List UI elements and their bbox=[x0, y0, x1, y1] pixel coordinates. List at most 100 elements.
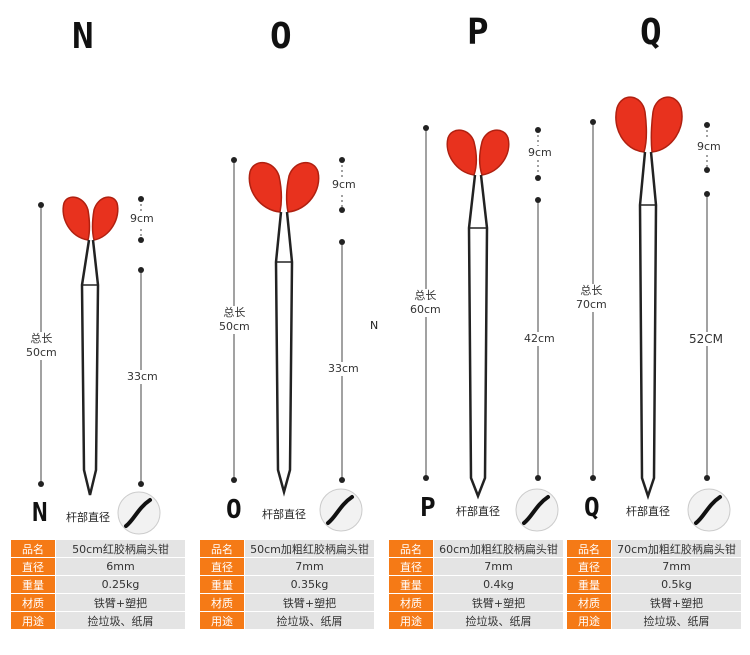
handle-length-n: 9cm bbox=[130, 212, 154, 226]
stray-letter: N bbox=[370, 319, 379, 332]
spec-value: 7mm bbox=[433, 557, 564, 576]
spec-key: 品名 bbox=[10, 539, 56, 558]
spec-key: 直径 bbox=[388, 557, 434, 576]
total-length-label-n: 总长 50cm bbox=[26, 332, 57, 360]
table-row: 用途 捡垃圾、纸屑 bbox=[388, 611, 564, 630]
spec-key: 材质 bbox=[566, 593, 612, 612]
table-row: 直径 7mm bbox=[388, 557, 564, 576]
spec-value: 捡垃圾、纸屑 bbox=[611, 611, 742, 630]
spec-key: 品名 bbox=[199, 539, 245, 558]
table-row: 品名 70cm加粗红胶柄扁头钳 bbox=[566, 539, 742, 558]
product-letter-q-bottom: Q bbox=[584, 493, 600, 523]
table-row: 品名 50cm红胶柄扁头钳 bbox=[10, 539, 186, 558]
rod-length-q: 52CM bbox=[689, 332, 724, 346]
spec-key: 材质 bbox=[10, 593, 56, 612]
spec-value: 7mm bbox=[244, 557, 375, 576]
handle-length-o: 9cm bbox=[332, 178, 356, 192]
table-row: 材质 铁臂+塑把 bbox=[388, 593, 564, 612]
spec-key: 重量 bbox=[199, 575, 245, 594]
spec-value: 铁臂+塑把 bbox=[433, 593, 564, 612]
table-row: 材质 铁臂+塑把 bbox=[10, 593, 186, 612]
rod-length-o: 33cm bbox=[328, 362, 359, 376]
total-label-q: 总长 bbox=[580, 284, 603, 297]
spec-value: 7mm bbox=[611, 557, 742, 576]
handle-length-q: 9cm bbox=[697, 140, 721, 154]
diameter-caption-n: 杆部直径 bbox=[66, 511, 110, 524]
spec-key: 重量 bbox=[388, 575, 434, 594]
spec-key: 材质 bbox=[199, 593, 245, 612]
handle-length-p: 9cm bbox=[528, 146, 552, 160]
table-row: 材质 铁臂+塑把 bbox=[566, 593, 742, 612]
total-length-label-q: 总长 70cm bbox=[576, 284, 607, 312]
spec-key: 重量 bbox=[566, 575, 612, 594]
spec-table-n: 品名 50cm红胶柄扁头钳 直径 6mm 重量 0.25kg 材质 铁臂+塑把 用途 捡垃… bbox=[10, 539, 186, 630]
rod-length-p: 42cm bbox=[524, 332, 555, 346]
product-letter-p: P bbox=[467, 12, 489, 53]
spec-key: 用途 bbox=[10, 611, 56, 630]
spec-table-p: 品名 60cm加粗红胶柄扁头钳 直径 7mm 重量 0.4kg 材质 铁臂+塑把 用途捡… bbox=[388, 539, 564, 630]
spec-key: 用途 bbox=[566, 611, 612, 630]
total-length-q: 70cm bbox=[576, 298, 607, 311]
table-row: 品名 60cm加粗红胶柄扁头钳 bbox=[388, 539, 564, 558]
total-length-label-o: 总长 50cm bbox=[219, 306, 250, 334]
product-letter-n-bottom: N bbox=[32, 498, 48, 528]
spec-value: 0.4kg bbox=[433, 575, 564, 594]
spec-key: 材质 bbox=[388, 593, 434, 612]
product-letter-o: O bbox=[270, 16, 292, 57]
diameter-caption-p: 杆部直径 bbox=[456, 505, 500, 518]
table-row: 重量 0.4kg bbox=[388, 575, 564, 594]
spec-value: 铁臂+塑把 bbox=[611, 593, 742, 612]
rod-length-n: 33cm bbox=[127, 370, 158, 384]
spec-value: 50cm加粗红胶柄扁头钳 bbox=[244, 539, 375, 558]
spec-value: 0.35kg bbox=[244, 575, 375, 594]
total-length-label-p: 总长 60cm bbox=[410, 289, 441, 317]
spec-key: 品名 bbox=[566, 539, 612, 558]
table-row: 用途 捡垃圾、纸屑 bbox=[10, 611, 186, 630]
total-length-n: 50cm bbox=[26, 346, 57, 359]
product-letter-o-bottom: O bbox=[226, 495, 242, 525]
spec-value: 50cm红胶柄扁头钳 bbox=[55, 539, 186, 558]
diameter-caption-q: 杆部直径 bbox=[626, 505, 670, 518]
spec-table-q: 品名 70cm加粗红胶柄扁头钳 直径 7mm 重量 0.5kg 材质 铁臂+塑把 用途捡… bbox=[566, 539, 742, 630]
table-row: 直径 7mm bbox=[199, 557, 375, 576]
spec-value: 铁臂+塑把 bbox=[55, 593, 186, 612]
table-row: 重量 0.35kg bbox=[199, 575, 375, 594]
spec-key: 直径 bbox=[566, 557, 612, 576]
spec-key: 用途 bbox=[388, 611, 434, 630]
product-letter-n: N bbox=[72, 16, 94, 57]
spec-value: 70cm加粗红胶柄扁头钳 bbox=[611, 539, 742, 558]
spec-key: 重量 bbox=[10, 575, 56, 594]
table-row: 重量 0.5kg bbox=[566, 575, 742, 594]
product-letter-p-bottom: P bbox=[420, 493, 436, 523]
spec-value: 捡垃圾、纸屑 bbox=[433, 611, 564, 630]
spec-value: 捡垃圾、纸屑 bbox=[244, 611, 375, 630]
spec-value: 6mm bbox=[55, 557, 186, 576]
table-row: 直径 6mm bbox=[10, 557, 186, 576]
table-row: 用途 捡垃圾、纸屑 bbox=[566, 611, 742, 630]
total-length-o: 50cm bbox=[219, 320, 250, 333]
spec-key: 直径 bbox=[10, 557, 56, 576]
total-length-p: 60cm bbox=[410, 303, 441, 316]
spec-value: 铁臂+塑把 bbox=[244, 593, 375, 612]
diameter-caption-o: 杆部直径 bbox=[262, 508, 306, 521]
total-label-o: 总长 bbox=[223, 306, 246, 319]
spec-value: 捡垃圾、纸屑 bbox=[55, 611, 186, 630]
spec-key: 品名 bbox=[388, 539, 434, 558]
spec-key: 用途 bbox=[199, 611, 245, 630]
spec-value: 0.25kg bbox=[55, 575, 186, 594]
spec-table-o: 品名 50cm加粗红胶柄扁头钳 直径 7mm 重量 0.35kg 材质 铁臂+塑把 用途… bbox=[199, 539, 375, 630]
table-row: 直径 7mm bbox=[566, 557, 742, 576]
product-letter-q: Q bbox=[640, 12, 662, 53]
spec-value: 60cm加粗红胶柄扁头钳 bbox=[433, 539, 564, 558]
table-row: 材质 铁臂+塑把 bbox=[199, 593, 375, 612]
table-row: 用途 捡垃圾、纸屑 bbox=[199, 611, 375, 630]
total-label-n: 总长 bbox=[30, 332, 53, 345]
spec-value: 0.5kg bbox=[611, 575, 742, 594]
table-row: 品名 50cm加粗红胶柄扁头钳 bbox=[199, 539, 375, 558]
table-row: 重量 0.25kg bbox=[10, 575, 186, 594]
spec-key: 直径 bbox=[199, 557, 245, 576]
total-label-p: 总长 bbox=[414, 289, 437, 302]
